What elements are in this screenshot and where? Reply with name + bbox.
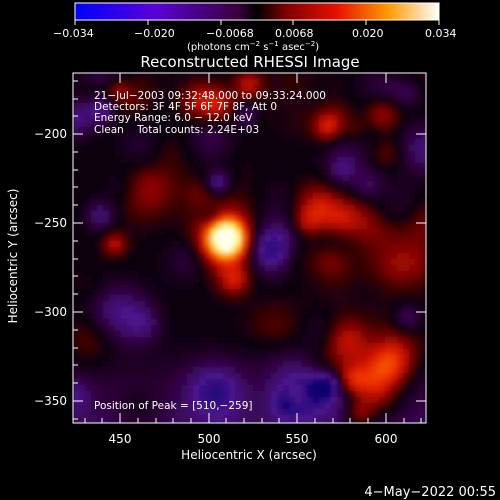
x-tick-label: 600 [375, 432, 398, 446]
colorbar-tick-label: −0.020 [134, 27, 175, 40]
annotation-energy-range: Energy Range: 6.0 − 12.0 keV [94, 112, 253, 124]
x-axis-label: Heliocentric X (arcsec) [181, 448, 317, 462]
colorbar-tick-label: 0.034 [425, 27, 457, 40]
x-tick-label: 450 [109, 432, 132, 446]
y-axis-ticks [73, 80, 426, 420]
colorbar-tick-label: −0.034 [53, 27, 94, 40]
colorbar-tick-marks [74, 20, 440, 25]
footer-timestamp: 4−May−2022 00:55 [364, 485, 496, 500]
annotation-clean-counts: Clean Total counts: 2.24E+03 [94, 124, 259, 136]
colorbar-tick-label: 0.020 [352, 27, 384, 40]
colorbar-tick-label: −0.0068 [206, 27, 254, 40]
y-tick-label: −250 [34, 216, 67, 230]
x-axis-ticks [84, 73, 422, 423]
y-axis-label: Heliocentric Y (arcsec) [6, 189, 20, 324]
x-tick-label: 550 [286, 432, 309, 446]
y-tick-label: −200 [34, 127, 67, 141]
colorbar [74, 2, 440, 21]
x-tick-label: 500 [198, 432, 221, 446]
plot-frame [72, 72, 427, 424]
annotation-peak-position: Position of Peak = [510,−259] [94, 400, 253, 412]
annotation-detectors: Detectors: 3F 4F 5F 6F 7F 8F, Att 0 [94, 101, 277, 113]
rhessi-image [73, 73, 426, 423]
y-tick-label: −350 [34, 394, 67, 408]
colorbar-tick-label: 0.0068 [275, 27, 314, 40]
y-tick-label: −300 [34, 305, 67, 319]
plot-title: Reconstructed RHESSI Image [140, 53, 359, 71]
colorbar-units-label: (photons cm−2 s−1 asec−2) [187, 40, 319, 53]
annotation-time-range: 21−Jul−2003 09:32:48.000 to 09:33:24.000 [94, 90, 326, 102]
